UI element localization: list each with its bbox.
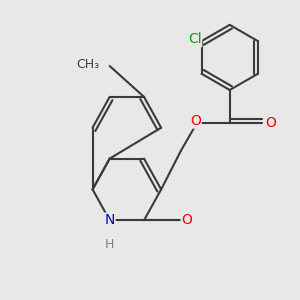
Text: N: N: [104, 213, 115, 227]
Text: O: O: [266, 116, 276, 130]
Text: O: O: [190, 114, 201, 128]
Text: Cl: Cl: [188, 32, 202, 46]
Text: CH₃: CH₃: [77, 58, 100, 71]
Text: H: H: [105, 238, 114, 251]
Text: O: O: [182, 213, 192, 227]
